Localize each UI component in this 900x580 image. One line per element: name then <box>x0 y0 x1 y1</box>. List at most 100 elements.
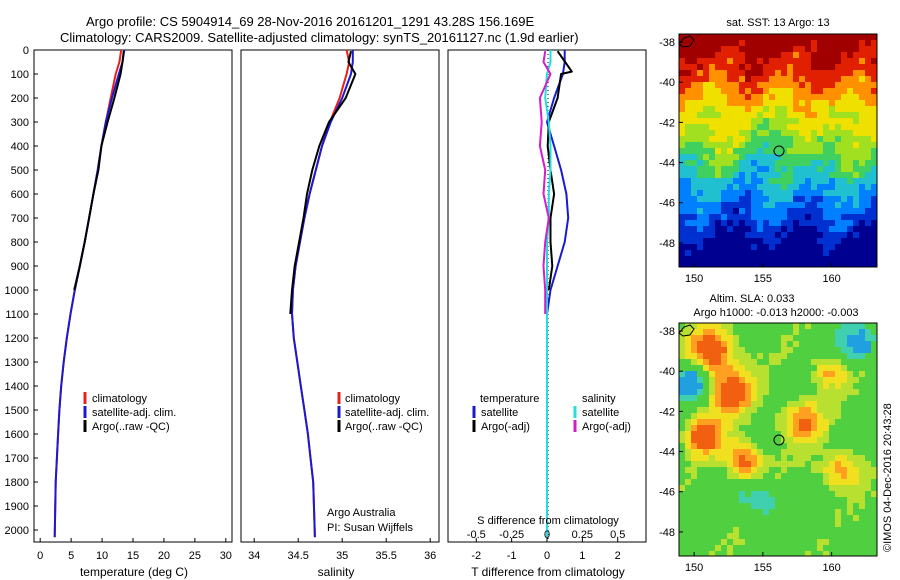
sla-cell <box>853 467 859 473</box>
sst-cell <box>823 88 829 94</box>
sla-cell <box>691 485 697 491</box>
sla-cell <box>799 449 805 455</box>
sst-cell <box>721 76 727 82</box>
sst-cell <box>817 100 823 106</box>
sst-cell <box>709 160 715 166</box>
sla-cell <box>859 425 865 431</box>
sla-cell <box>811 389 817 395</box>
sst-cell <box>805 244 811 250</box>
sla-cell <box>799 533 805 539</box>
sla-cell <box>811 515 817 521</box>
sla-cell <box>775 419 781 425</box>
sla-cell <box>679 461 685 467</box>
sst-cell <box>679 178 685 184</box>
sla-cell <box>859 467 865 473</box>
sst-cell <box>781 88 787 94</box>
sla-cell <box>781 479 787 485</box>
sla-cell <box>745 449 751 455</box>
sla-cell <box>847 443 853 449</box>
sst-cell <box>817 136 823 142</box>
sla-cell <box>805 383 811 389</box>
sst-cell <box>823 184 829 190</box>
sla-cell <box>685 383 691 389</box>
sst-cell <box>781 100 787 106</box>
sst-cell <box>751 88 757 94</box>
sst-cell <box>775 88 781 94</box>
sla-cell <box>847 515 853 521</box>
sla-cell <box>745 347 751 353</box>
sla-cell <box>751 473 757 479</box>
sla-cell <box>697 527 703 533</box>
sst-cell <box>853 136 859 142</box>
x-tick-label: 1 <box>579 550 585 562</box>
sst-cell <box>805 58 811 64</box>
sst-cell <box>769 202 775 208</box>
sst-cell <box>769 52 775 58</box>
sst-cell <box>733 232 739 238</box>
sla-cell <box>865 431 871 437</box>
sla-cell <box>865 443 871 449</box>
sla-cell <box>835 389 841 395</box>
sla-cell <box>733 353 739 359</box>
sst-cell <box>715 220 721 226</box>
sla-cell <box>679 485 685 491</box>
sla-cell <box>823 545 829 551</box>
sst-cell <box>751 178 757 184</box>
sla-cell <box>763 413 769 419</box>
sst-cell <box>679 190 685 196</box>
sst-cell <box>871 58 877 64</box>
sla-cell <box>775 389 781 395</box>
sst-cell <box>853 208 859 214</box>
sst-cell <box>697 106 703 112</box>
sla-cell <box>697 479 703 485</box>
sla-cell <box>751 365 757 371</box>
sla-cell <box>763 359 769 365</box>
sla-cell <box>775 455 781 461</box>
sst-cell <box>787 58 793 64</box>
sst-cell <box>859 244 865 250</box>
sst-cell <box>847 244 853 250</box>
sst-cell <box>841 166 847 172</box>
sla-cell <box>763 503 769 509</box>
sla-cell <box>871 413 877 419</box>
sla-cell <box>691 473 697 479</box>
series-line-argo-raw-qc <box>73 51 125 291</box>
sla-cell <box>787 425 793 431</box>
sst-cell <box>805 52 811 58</box>
sla-cell <box>727 407 733 413</box>
sst-cell <box>793 208 799 214</box>
sla-cell <box>799 329 805 335</box>
sst-cell <box>835 100 841 106</box>
sst-cell <box>763 124 769 130</box>
sla-cell <box>829 461 835 467</box>
sla-cell <box>865 335 871 341</box>
sla-cell <box>811 533 817 539</box>
sst-cell <box>697 124 703 130</box>
sst-cell <box>841 154 847 160</box>
sst-cell <box>769 76 775 82</box>
sst-cell <box>859 220 865 226</box>
sst-cell <box>679 184 685 190</box>
sla-cell <box>859 407 865 413</box>
sla-cell <box>793 401 799 407</box>
sst-cell <box>835 58 841 64</box>
sla-cell <box>691 533 697 539</box>
sla-cell <box>853 335 859 341</box>
sst-cell <box>721 256 727 262</box>
sst-cell <box>769 46 775 52</box>
sst-cell <box>709 100 715 106</box>
sst-cell <box>769 244 775 250</box>
sla-cell <box>859 527 865 533</box>
sst-cell <box>799 136 805 142</box>
sla-cell <box>721 545 727 551</box>
sla-cell <box>757 515 763 521</box>
sst-cell <box>823 118 829 124</box>
sst-cell <box>685 172 691 178</box>
lon-tick-label: 155 <box>754 273 772 285</box>
sla-cell <box>847 395 853 401</box>
sla-cell <box>745 437 751 443</box>
sla-cell <box>865 497 871 503</box>
sla-cell <box>733 329 739 335</box>
sst-cell <box>697 244 703 250</box>
sla-cell <box>703 359 709 365</box>
